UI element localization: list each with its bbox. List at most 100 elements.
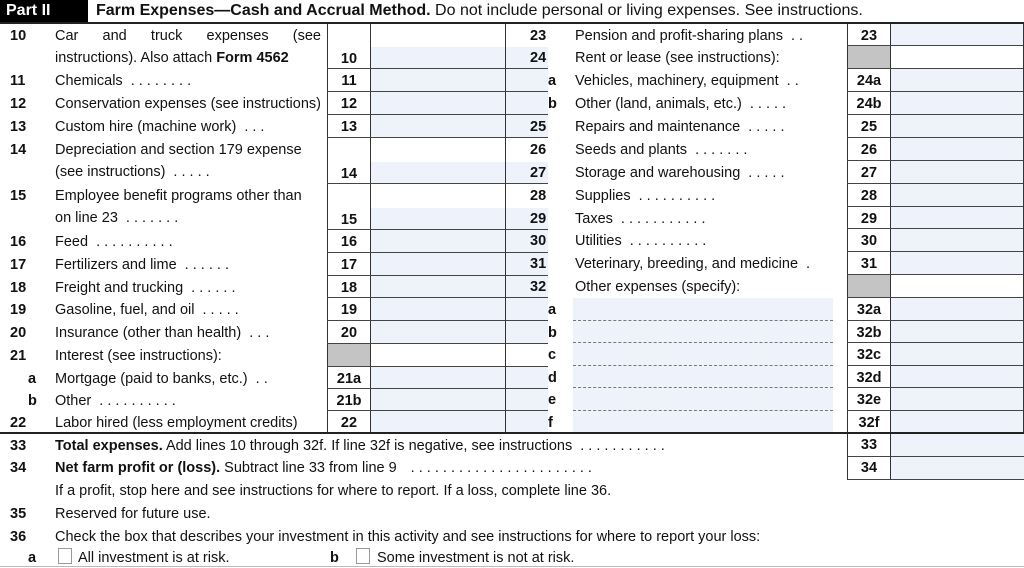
line-label-text: Supplies bbox=[575, 188, 631, 204]
row-divider bbox=[327, 252, 548, 253]
line-number: a bbox=[548, 302, 557, 318]
amount-spacer bbox=[370, 24, 548, 47]
line-10-amount-input[interactable] bbox=[370, 47, 548, 69]
line-label: Pension and profit-sharing plans . . bbox=[575, 26, 841, 46]
leader-dots: . . . bbox=[244, 119, 265, 135]
row-divider bbox=[327, 91, 548, 92]
box-label: 19 bbox=[327, 298, 370, 321]
box-label: 32b bbox=[847, 321, 890, 343]
line-30-amount-input[interactable] bbox=[890, 229, 1024, 252]
line-label-text: Feed bbox=[55, 234, 89, 250]
line-16-amount-input[interactable] bbox=[370, 230, 548, 253]
line-label: Other . . . . . . . . . . bbox=[55, 391, 321, 411]
box-spacer bbox=[327, 138, 370, 162]
leader-dots: . . . . . . bbox=[184, 257, 229, 273]
line-29-amount-input[interactable] bbox=[890, 207, 1024, 229]
line-label-text: Interest (see instructions): bbox=[55, 348, 222, 364]
line-15-amount-input[interactable] bbox=[370, 208, 548, 230]
at-risk-all-checkbox[interactable] bbox=[58, 548, 72, 564]
other-expense-description-input[interactable] bbox=[573, 321, 833, 343]
box-label: 18 bbox=[327, 276, 370, 298]
header-rule bbox=[0, 22, 1024, 24]
row-divider bbox=[847, 320, 1024, 321]
amount-spacer bbox=[370, 184, 548, 208]
line-25-amount-input[interactable] bbox=[890, 115, 1024, 138]
line-label: Gasoline, fuel, and oil . . . . . bbox=[55, 300, 321, 320]
line-13-amount-input[interactable] bbox=[370, 115, 548, 138]
other-expense-description-input[interactable] bbox=[573, 388, 833, 411]
box-label bbox=[327, 344, 370, 367]
line-21a-amount-input[interactable] bbox=[370, 367, 548, 389]
line-label-text: Freight and trucking bbox=[55, 280, 184, 296]
row-divider bbox=[847, 137, 1024, 138]
line-label-text: Car and truck expenses (see bbox=[55, 28, 321, 44]
line-14-amount-input[interactable] bbox=[370, 162, 548, 184]
line-label: Repairs and maintenance . . . . . bbox=[575, 117, 841, 137]
row-divider bbox=[847, 274, 1024, 275]
leader-dots: . . . . . bbox=[202, 302, 239, 318]
leader-dots: . bbox=[806, 256, 811, 272]
section-title-note: Do not include personal or living expens… bbox=[430, 2, 863, 19]
line-label: Other expenses (specify): bbox=[575, 277, 841, 297]
box-label: 23 bbox=[847, 24, 890, 46]
line-number: b bbox=[548, 325, 557, 341]
row-divider bbox=[847, 365, 1024, 366]
line-23-amount-input[interactable] bbox=[890, 24, 1024, 46]
line-33-amount-input[interactable] bbox=[890, 434, 1024, 457]
line-20-amount-input[interactable] bbox=[370, 321, 548, 344]
row-divider bbox=[327, 343, 548, 344]
row-divider bbox=[847, 387, 1024, 388]
line-label-text: Insurance (other than health) bbox=[55, 325, 242, 341]
line-17-amount-input[interactable] bbox=[370, 253, 548, 276]
line-label-text: Other (land, animals, etc.) bbox=[575, 96, 742, 112]
line-label-text: on line 23 bbox=[55, 210, 118, 226]
other-expense-description-input[interactable] bbox=[573, 298, 833, 321]
line-32a-amount-input[interactable] bbox=[890, 298, 1024, 321]
line-number: 23 bbox=[530, 28, 547, 44]
line-34-text: Subtract line 33 from line 9 bbox=[220, 460, 397, 476]
line-number: b bbox=[28, 393, 37, 409]
line-label: Taxes . . . . . . . . . . . bbox=[575, 209, 841, 229]
line-number: 13 bbox=[10, 119, 27, 135]
line-24a-amount-input[interactable] bbox=[890, 69, 1024, 92]
line-11-amount-input[interactable] bbox=[370, 69, 548, 92]
line-label: Car and truck expenses (see bbox=[55, 26, 321, 46]
leader-dots: . . . . . . . bbox=[125, 210, 179, 226]
box-label: 10 bbox=[327, 47, 370, 69]
line-24b-amount-input[interactable] bbox=[890, 92, 1024, 115]
line-18-amount-input[interactable] bbox=[370, 276, 548, 298]
row-divider bbox=[327, 68, 548, 69]
box-label: 30 bbox=[847, 229, 890, 252]
line-28-amount-input[interactable] bbox=[890, 184, 1024, 207]
line-31-amount-input[interactable] bbox=[890, 252, 1024, 275]
row-divider bbox=[847, 251, 1024, 252]
line-34-amount-input[interactable] bbox=[890, 457, 1024, 480]
other-expense-description-input[interactable] bbox=[573, 366, 833, 388]
line-label-text: Vehicles, machinery, equipment bbox=[575, 73, 779, 89]
line-27-amount-input[interactable] bbox=[890, 161, 1024, 184]
other-expense-description-input[interactable] bbox=[573, 411, 833, 433]
line-33-text: Add lines 10 through 32f. If line 32f is… bbox=[162, 438, 573, 454]
line-21b-amount-input[interactable] bbox=[370, 389, 548, 411]
line-26-amount-input[interactable] bbox=[890, 138, 1024, 161]
box-label: 32c bbox=[847, 343, 890, 366]
row-divider bbox=[847, 228, 1024, 229]
at-risk-some-checkbox[interactable] bbox=[356, 548, 370, 564]
line-label-text: Other expenses (specify): bbox=[575, 279, 741, 295]
line-32b-amount-input[interactable] bbox=[890, 321, 1024, 343]
line-number: 16 bbox=[10, 234, 27, 250]
line-32e-amount-input[interactable] bbox=[890, 388, 1024, 411]
line-label: Fertilizers and lime . . . . . . bbox=[55, 255, 321, 275]
line-label: Supplies . . . . . . . . . . bbox=[575, 186, 841, 206]
line-number: 17 bbox=[10, 257, 27, 273]
line-22-amount-input[interactable] bbox=[370, 411, 548, 433]
line-12-amount-input[interactable] bbox=[370, 92, 548, 115]
line-32f-amount-input[interactable] bbox=[890, 411, 1024, 433]
box-label: 24b bbox=[847, 92, 890, 115]
line-number: 35 bbox=[10, 506, 27, 522]
line-19-amount-input[interactable] bbox=[370, 298, 548, 321]
line-32d-amount-input[interactable] bbox=[890, 366, 1024, 388]
other-expense-description-input[interactable] bbox=[573, 343, 833, 366]
line-32c-amount-input[interactable] bbox=[890, 343, 1024, 366]
box-label: 14 bbox=[327, 162, 370, 184]
